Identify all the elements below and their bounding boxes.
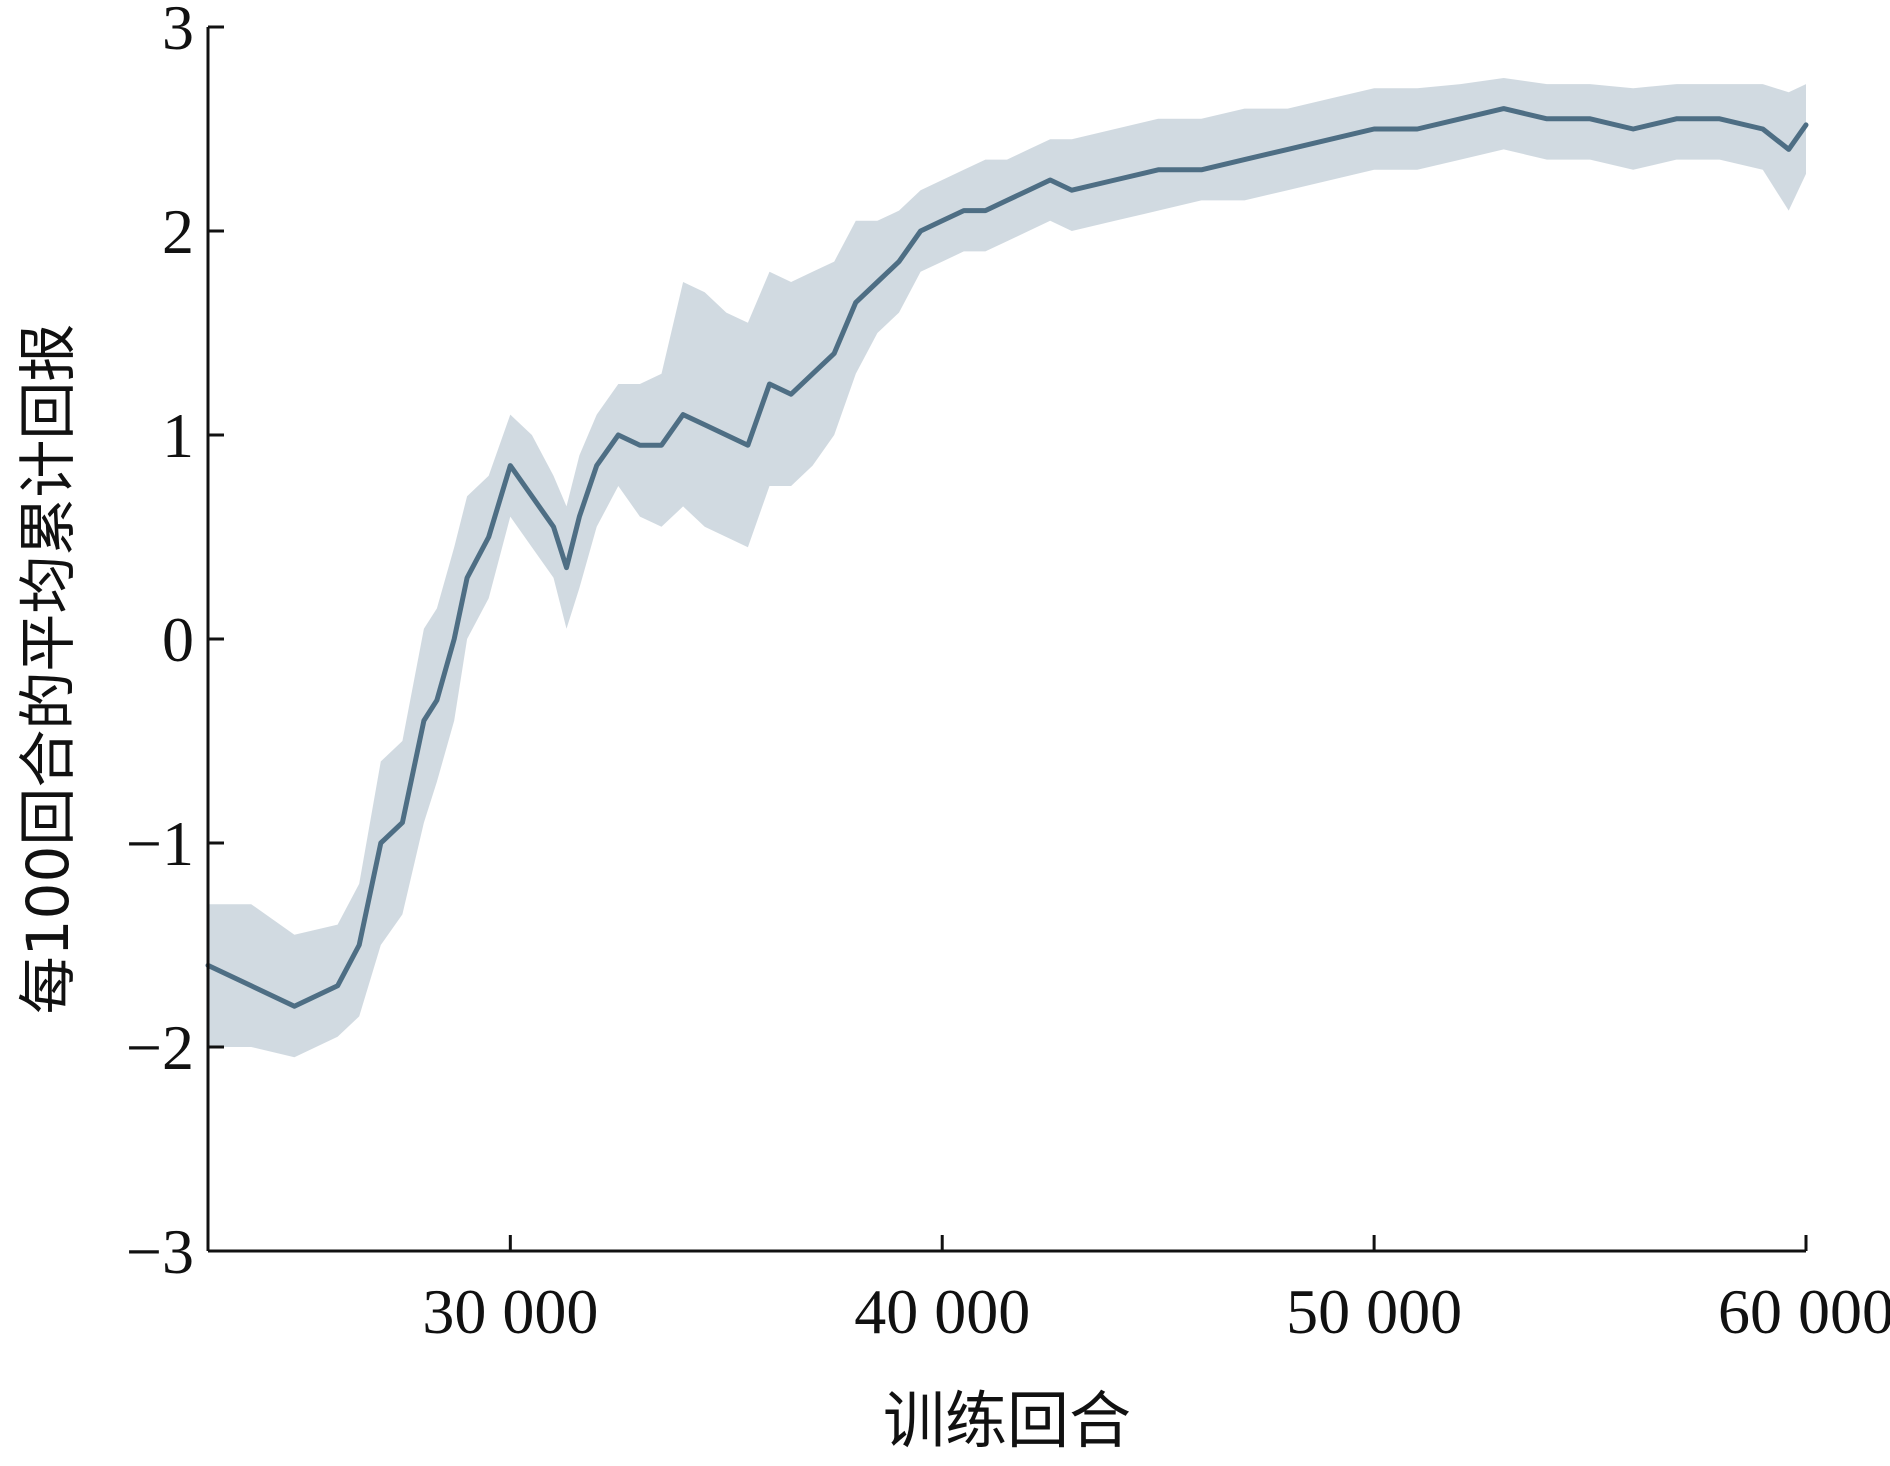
x-axis-title: 训练回合 (883, 1384, 1131, 1457)
x-tick-label: 50 000 (1286, 1276, 1462, 1347)
y-axis-title: 每100回合的平均累计回报 (14, 324, 82, 1015)
y-tick-label: −3 (126, 1216, 194, 1287)
y-tick-label: 0 (162, 604, 194, 675)
plot-area (205, 78, 1809, 1058)
y-tick-label: 1 (162, 400, 194, 471)
tick-labels: −3 −2 −1 0 1 2 3 30 000 40 000 50 000 60 000 (126, 0, 1890, 1347)
x-tick-label: 30 000 (422, 1276, 598, 1347)
series-0-line (205, 106, 1809, 1009)
y-tick-label: 3 (162, 0, 194, 63)
series-0-band (208, 78, 1806, 1058)
y-tick-label: −2 (126, 1012, 194, 1083)
axes (206, 25, 1808, 1253)
y-tick-label: 2 (162, 196, 194, 267)
x-tick-label: 40 000 (854, 1276, 1030, 1347)
x-tick-label: 60 000 (1718, 1276, 1890, 1347)
y-tick-label: −1 (126, 808, 194, 879)
